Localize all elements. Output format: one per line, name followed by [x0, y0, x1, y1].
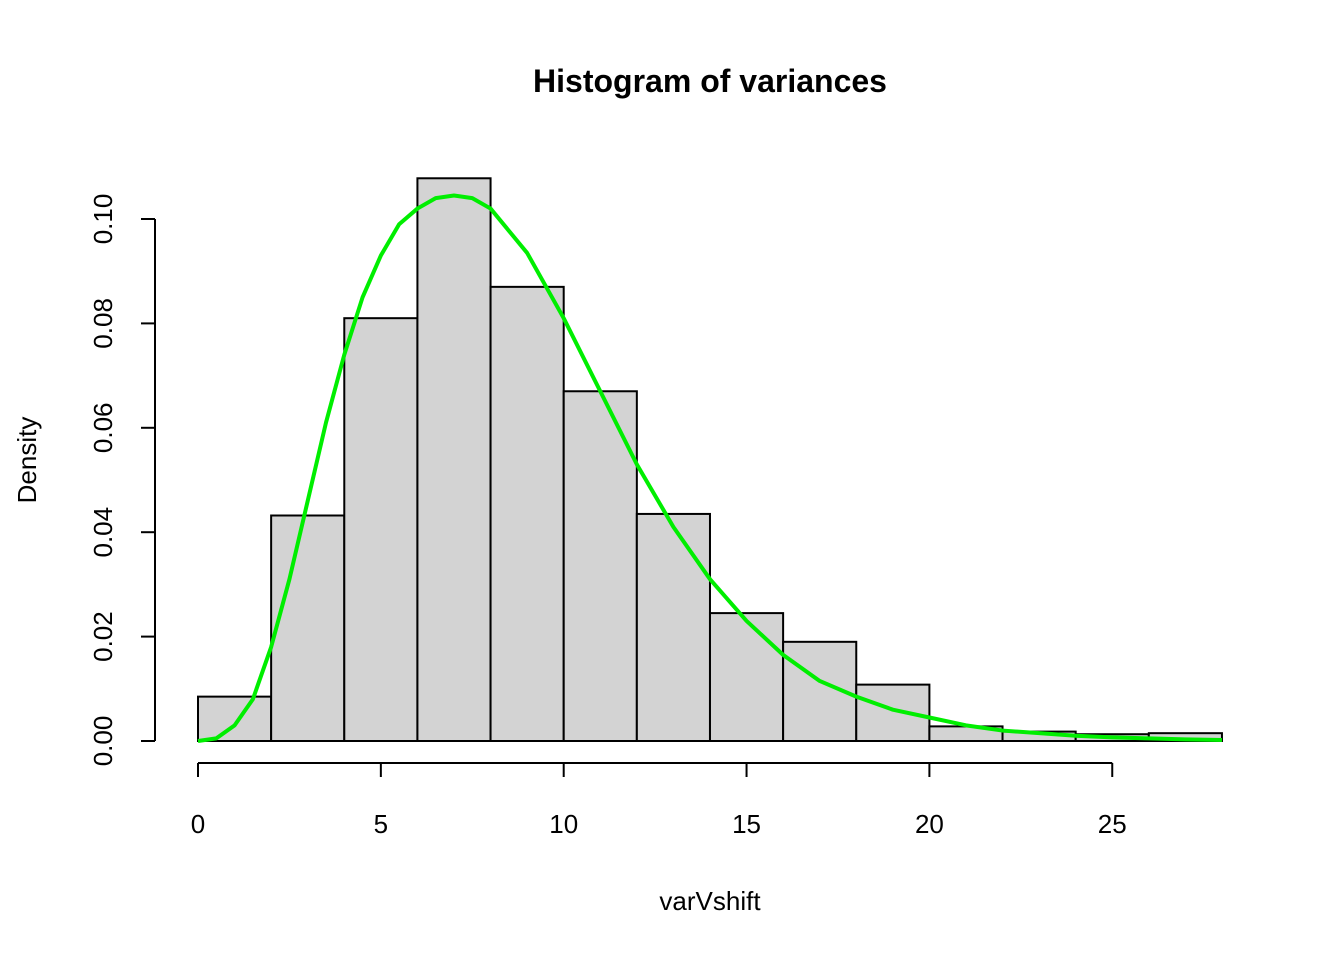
- x-tick-label: 0: [191, 809, 205, 839]
- x-tick-label: 25: [1098, 809, 1127, 839]
- histogram-bar: [855, 683, 931, 742]
- histogram-bar: [635, 512, 711, 742]
- y-tick-label: 0.08: [88, 298, 118, 349]
- y-tick-label: 0.04: [88, 507, 118, 558]
- y-axis: 0.00 0.02 0.04 0.06 0.08 0.10: [88, 194, 156, 767]
- histogram-bar: [562, 390, 638, 742]
- histogram-bar: [416, 177, 492, 742]
- histogram-bar: [489, 285, 565, 742]
- x-axis: 0 5 10 15 20 25: [191, 762, 1127, 839]
- histogram-bar: [270, 514, 346, 742]
- histogram-bar: [343, 317, 419, 742]
- y-tick-label: 0.10: [88, 194, 118, 245]
- histogram-bar: [708, 612, 785, 742]
- x-tick-label: 20: [915, 809, 944, 839]
- density-curve: [197, 193, 1222, 743]
- x-tick-label: 15: [732, 809, 761, 839]
- x-tick-label: 10: [549, 809, 578, 839]
- y-axis-label: Density: [12, 417, 42, 504]
- y-tick-label: 0.02: [88, 611, 118, 662]
- y-tick-label: 0.00: [88, 716, 118, 767]
- y-tick-label: 0.06: [88, 402, 118, 453]
- bars-group: [197, 177, 1223, 743]
- chart-title: Histogram of variances: [533, 63, 887, 99]
- histogram-bar: [197, 695, 273, 743]
- x-axis-label: varVshift: [659, 886, 761, 916]
- x-tick-label: 5: [374, 809, 388, 839]
